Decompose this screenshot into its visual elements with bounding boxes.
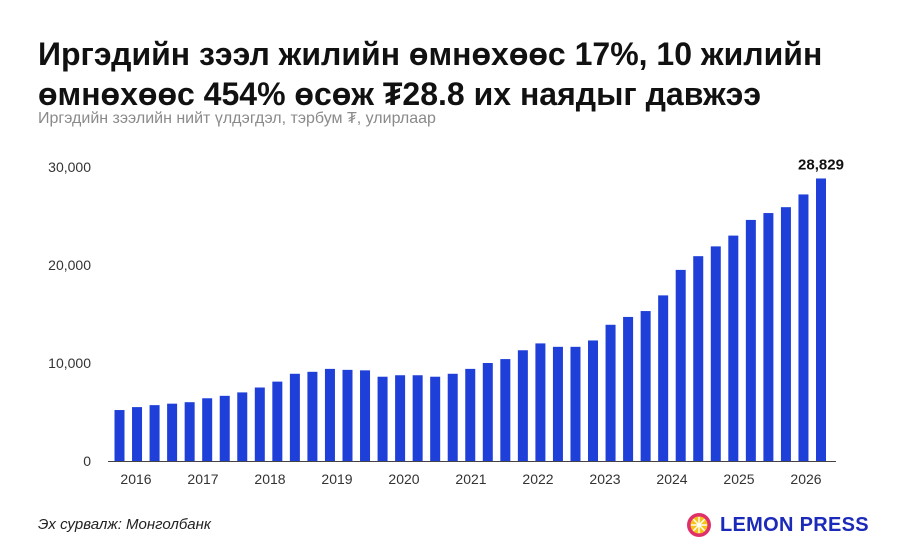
brand-name: LEMON PRESS (720, 513, 869, 536)
x-tick-label: 2016 (120, 471, 151, 487)
x-tick-label: 2025 (723, 471, 754, 487)
x-tick-label: 2017 (187, 471, 218, 487)
bar (184, 402, 195, 461)
bar-chart: 0 10,000 20,000 30,000 2016 2017 2018 2019 2020… (48, 156, 844, 487)
bar (552, 346, 563, 461)
bar (517, 350, 528, 461)
bar (605, 324, 616, 461)
annotations: 28,829 (798, 156, 844, 173)
bar (430, 376, 441, 461)
bar (289, 373, 300, 461)
bar (360, 370, 371, 461)
x-tick-label: 2021 (455, 471, 486, 487)
y-tick-label: 30,000 (48, 159, 91, 175)
bar (465, 368, 476, 461)
bar (588, 340, 599, 461)
bars (114, 178, 826, 462)
bar (342, 369, 353, 461)
x-tick-label: 2022 (522, 471, 553, 487)
bar (447, 373, 458, 461)
bar (307, 371, 318, 461)
data-label-last: 28,829 (798, 156, 844, 173)
x-tick-label: 2023 (589, 471, 620, 487)
bar (482, 363, 493, 461)
y-tick-label: 20,000 (48, 257, 91, 273)
bar (535, 343, 546, 461)
bar (395, 375, 406, 461)
bar (324, 368, 335, 461)
bar (745, 219, 756, 461)
bar (377, 376, 388, 461)
x-tick-label: 2018 (254, 471, 285, 487)
bar (675, 269, 686, 461)
bar (658, 295, 669, 461)
y-tick-label: 10,000 (48, 355, 91, 371)
bar (710, 246, 721, 461)
bar (254, 387, 265, 461)
bar (167, 403, 178, 461)
bar (798, 194, 809, 461)
bar (237, 392, 248, 461)
chart-subtitle: Иргэдийн зээлийн нийт үлдэгдэл, тэрбум ₮… (38, 110, 436, 127)
bar (412, 375, 423, 461)
bar (570, 346, 581, 461)
bar (693, 256, 704, 461)
bar (780, 207, 791, 461)
bar (219, 395, 230, 461)
bar (640, 311, 651, 461)
bar (623, 316, 634, 461)
bar (202, 398, 213, 461)
x-tick-label: 2026 (790, 471, 821, 487)
y-tick-label: 0 (83, 453, 91, 469)
bar (132, 407, 143, 461)
source-note: Эх сурвалж: Монголбанк (38, 516, 211, 533)
bar (728, 235, 739, 461)
bar (149, 405, 160, 461)
x-axis: 2016 2017 2018 2019 2020 2021 2022 2023 2024 2025… (108, 461, 836, 487)
x-tick-label: 2019 (321, 471, 352, 487)
lemon-icon (687, 513, 711, 537)
bar (763, 213, 774, 461)
x-tick-label: 2024 (656, 471, 687, 487)
bar (500, 359, 511, 461)
bar (816, 178, 826, 462)
bar (114, 410, 125, 461)
y-axis: 0 10,000 20,000 30,000 (48, 159, 91, 469)
brand-logo: LEMON PRESS (686, 512, 869, 538)
chart-title: Иргэдийн зээл жилийн өмнөхөөс 17%, 10 жи… (38, 36, 823, 112)
x-tick-label: 2020 (388, 471, 419, 487)
bar (272, 381, 283, 461)
